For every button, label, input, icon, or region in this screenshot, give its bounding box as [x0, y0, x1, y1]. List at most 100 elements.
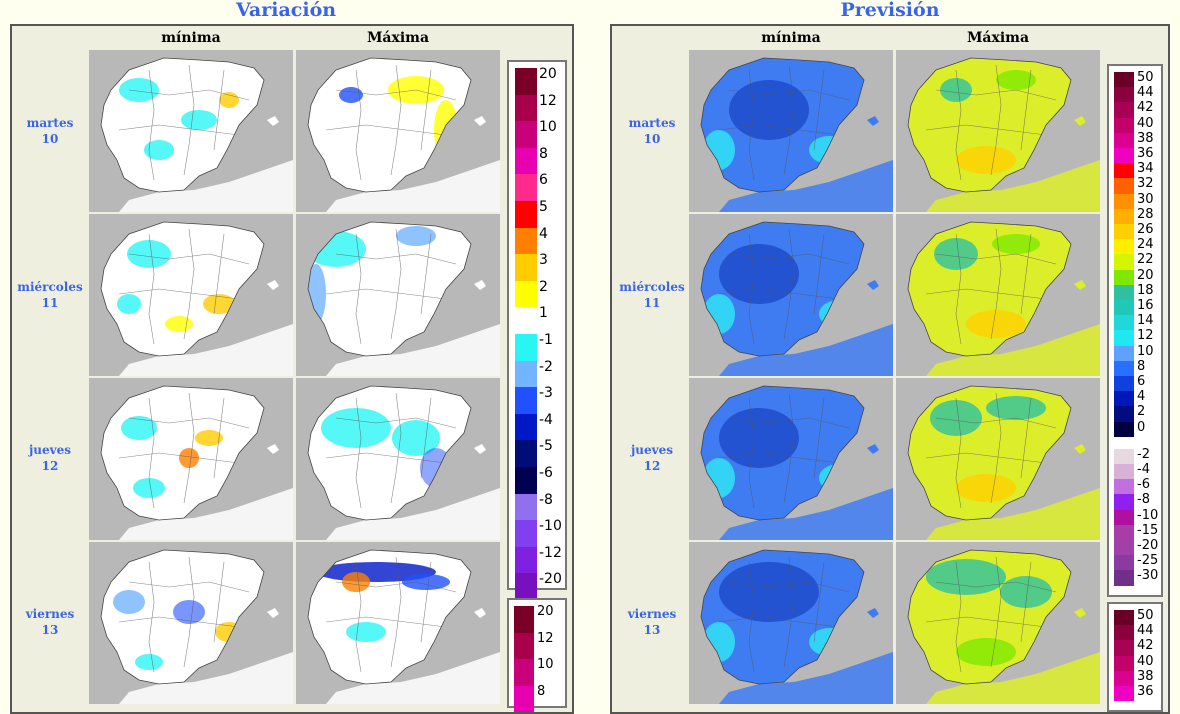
- legend-label: 10: [1137, 343, 1154, 359]
- variacion-col-maxima: Máxima: [366, 30, 430, 46]
- legend-swatch: [1114, 406, 1134, 422]
- legend-swatch: [514, 606, 534, 633]
- legend-label: 50: [1137, 608, 1154, 623]
- legend-swatch: [1114, 625, 1134, 641]
- legend-label: 20: [539, 66, 557, 82]
- legend-swatch: [515, 573, 537, 600]
- legend-swatch: [1114, 193, 1134, 209]
- legend-swatch: [1114, 509, 1134, 525]
- variacion-minima-map: [89, 214, 293, 376]
- legend-label: 1: [539, 305, 548, 322]
- prevision-day-label: jueves 12: [630, 443, 674, 473]
- prevision-day-label: martes 10: [628, 116, 676, 146]
- legend-swatch: [515, 387, 537, 414]
- legend-swatch: [514, 659, 534, 686]
- legend-swatch: [1114, 540, 1134, 556]
- legend-label: 30: [1137, 191, 1154, 207]
- legend-label: -15: [1137, 522, 1159, 538]
- prevision-col-minima: mínima: [761, 30, 821, 46]
- variacion-day-label: martes 10: [26, 116, 74, 146]
- legend-swatch: [515, 413, 537, 441]
- legend-label: -4: [539, 411, 553, 428]
- legend-swatch: [515, 280, 537, 308]
- prevision-minima-map: [689, 378, 893, 540]
- prevision-day-label: miércoles 11: [619, 280, 685, 310]
- legend-label: 14: [1137, 313, 1154, 329]
- legend-swatch: [1114, 300, 1134, 316]
- legend-swatch: [515, 201, 537, 228]
- legend-swatch: [1114, 360, 1134, 376]
- legend-label: 5: [539, 199, 548, 215]
- legend-swatch: [515, 94, 537, 122]
- prevision-maxima-map: [896, 542, 1100, 704]
- legend-label: 42: [1137, 100, 1154, 116]
- legend-swatch: [1114, 555, 1134, 571]
- legend-label: 50: [1137, 70, 1154, 85]
- prevision-minima-map: [689, 50, 893, 212]
- legend-label: 3: [539, 252, 548, 269]
- variacion-minima-map: [89, 50, 293, 212]
- variacion-day-label: miércoles 11: [17, 280, 83, 310]
- variacion-legend: 20 12 10 8 6 5 4 3 2 1 -1 -2 -3 -4 -5 -6 -8 -10 -12 -20: [507, 60, 567, 600]
- legend-swatch: [1114, 239, 1134, 255]
- legend-label: 38: [1137, 130, 1154, 146]
- legend-label: 12: [537, 630, 554, 646]
- legend-swatch: [1114, 163, 1134, 179]
- legend-label: -8: [539, 491, 553, 508]
- legend-label: 36: [1137, 684, 1154, 699]
- legend-label: 44: [1137, 85, 1154, 101]
- legend-swatch: [515, 307, 537, 334]
- prevision-maxima-map: [896, 50, 1100, 212]
- legend-label: 28: [1137, 206, 1154, 222]
- legend-swatch: [514, 685, 534, 713]
- legend-label: 18: [1137, 282, 1154, 298]
- variacion-maxima-map: [296, 50, 500, 212]
- legend-swatch: [515, 147, 537, 175]
- variacion-minima-map: [89, 542, 293, 704]
- legend-label: -10: [1137, 507, 1159, 523]
- legend-label: 24: [1137, 237, 1154, 253]
- legend-swatch: [515, 520, 537, 547]
- legend-label: -5: [539, 438, 553, 455]
- variacion-maxima-map: [296, 542, 500, 704]
- legend-swatch: [515, 493, 537, 521]
- prevision-title: Previsión: [840, 0, 940, 21]
- legend-swatch: [1114, 345, 1134, 361]
- prevision-minima-map: [689, 214, 893, 376]
- legend-label: 40: [1137, 653, 1154, 669]
- variacion-minima-map: [89, 378, 293, 540]
- legend-swatch: [1114, 254, 1134, 270]
- legend-label: -20: [1137, 538, 1159, 553]
- legend-label: 10: [539, 119, 557, 136]
- legend-swatch: [1114, 269, 1134, 285]
- legend-label: 38: [1137, 668, 1154, 684]
- legend-label: -8: [1137, 492, 1150, 508]
- legend-label: -2: [539, 358, 553, 375]
- variacion-col-minima: mínima: [161, 30, 221, 46]
- legend-label: -6: [1137, 477, 1150, 493]
- legend-label: -4: [1137, 462, 1150, 477]
- prevision-legend-2: 50 44 42 40 38 36: [1107, 602, 1163, 712]
- legend-swatch: [1114, 448, 1134, 464]
- legend-label: -30: [1137, 568, 1159, 584]
- legend-label: 36: [1137, 146, 1154, 161]
- legend-label: -20: [539, 571, 562, 588]
- legend-swatch: [515, 440, 537, 467]
- legend-label: 20: [537, 604, 554, 619]
- legend-swatch: [1114, 524, 1134, 540]
- legend-swatch: [1114, 87, 1134, 103]
- legend-label: 4: [1137, 389, 1146, 405]
- legend-swatch: [1114, 421, 1134, 437]
- legend-swatch: [1114, 208, 1134, 224]
- legend-swatch: [515, 68, 537, 95]
- legend-label: -25: [1137, 553, 1159, 569]
- legend-swatch: [515, 174, 537, 201]
- legend-label: -10: [539, 518, 562, 535]
- legend-label: 6: [1137, 374, 1146, 389]
- legend-label: 42: [1137, 638, 1154, 654]
- prevision-maxima-map: [896, 378, 1100, 540]
- legend-swatch: [1114, 376, 1134, 392]
- legend-label: 4: [539, 225, 548, 242]
- legend-swatch: [1114, 72, 1134, 88]
- legend-swatch: [515, 546, 537, 574]
